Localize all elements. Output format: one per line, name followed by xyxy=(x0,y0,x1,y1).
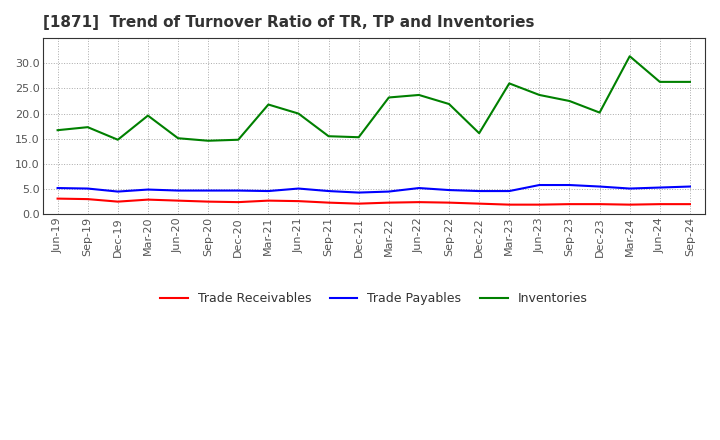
Inventories xyxy=(114,137,122,143)
Inventories xyxy=(655,79,664,84)
Trade Payables xyxy=(53,185,62,191)
Trade Receivables xyxy=(384,200,393,205)
Trade Payables xyxy=(595,184,604,189)
Inventories xyxy=(535,92,544,98)
Trade Receivables xyxy=(294,198,303,204)
Trade Receivables xyxy=(174,198,182,203)
Trade Payables xyxy=(445,187,454,193)
Line: Trade Receivables: Trade Receivables xyxy=(58,198,690,205)
Inventories xyxy=(84,125,92,130)
Inventories xyxy=(354,135,363,140)
Trade Payables xyxy=(415,185,423,191)
Inventories xyxy=(445,101,454,106)
Trade Payables xyxy=(174,188,182,193)
Trade Payables xyxy=(626,186,634,191)
Trade Receivables xyxy=(415,199,423,205)
Trade Receivables xyxy=(655,202,664,207)
Trade Payables xyxy=(655,185,664,190)
Trade Receivables xyxy=(204,199,212,204)
Trade Receivables xyxy=(264,198,273,203)
Trade Payables xyxy=(204,188,212,193)
Trade Receivables xyxy=(445,200,454,205)
Trade Payables xyxy=(505,188,513,194)
Line: Trade Payables: Trade Payables xyxy=(58,185,690,193)
Inventories xyxy=(474,131,483,136)
Inventories xyxy=(415,92,423,98)
Inventories xyxy=(685,79,694,84)
Trade Payables xyxy=(264,188,273,194)
Trade Receivables xyxy=(535,202,544,207)
Inventories xyxy=(264,102,273,107)
Trade Payables xyxy=(234,188,243,193)
Trade Receivables xyxy=(626,202,634,207)
Trade Receivables xyxy=(505,202,513,207)
Trade Payables xyxy=(143,187,152,192)
Trade Receivables xyxy=(84,197,92,202)
Trade Receivables xyxy=(685,202,694,207)
Inventories xyxy=(505,81,513,86)
Trade Payables xyxy=(294,186,303,191)
Trade Payables xyxy=(354,190,363,195)
Trade Receivables xyxy=(474,201,483,206)
Inventories xyxy=(204,138,212,143)
Inventories xyxy=(565,99,574,104)
Inventories xyxy=(595,110,604,115)
Inventories xyxy=(294,111,303,116)
Line: Inventories: Inventories xyxy=(58,56,690,141)
Trade Receivables xyxy=(565,202,574,207)
Text: [1871]  Trend of Turnover Ratio of TR, TP and Inventories: [1871] Trend of Turnover Ratio of TR, TP… xyxy=(42,15,534,30)
Trade Payables xyxy=(114,189,122,194)
Trade Receivables xyxy=(234,199,243,205)
Trade Payables xyxy=(535,183,544,188)
Trade Payables xyxy=(565,183,574,188)
Trade Receivables xyxy=(143,197,152,202)
Trade Payables xyxy=(474,188,483,194)
Inventories xyxy=(143,113,152,118)
Trade Payables xyxy=(384,189,393,194)
Inventories xyxy=(384,95,393,100)
Trade Receivables xyxy=(324,200,333,205)
Inventories xyxy=(234,137,243,143)
Trade Receivables xyxy=(595,202,604,207)
Trade Receivables xyxy=(53,196,62,201)
Legend: Trade Receivables, Trade Payables, Inventories: Trade Receivables, Trade Payables, Inven… xyxy=(155,287,593,310)
Inventories xyxy=(324,134,333,139)
Trade Payables xyxy=(84,186,92,191)
Trade Payables xyxy=(324,188,333,194)
Inventories xyxy=(174,136,182,141)
Trade Receivables xyxy=(114,199,122,204)
Trade Receivables xyxy=(354,201,363,206)
Inventories xyxy=(53,128,62,133)
Inventories xyxy=(626,54,634,59)
Trade Payables xyxy=(685,184,694,189)
